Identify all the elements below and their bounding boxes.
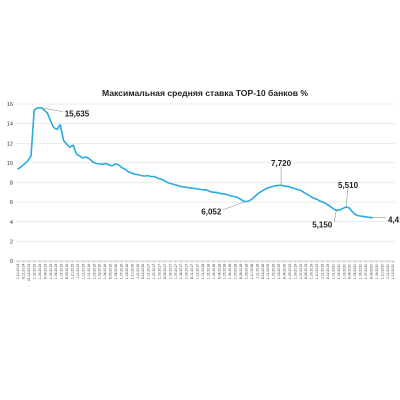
x-tick-label: 1.09.2020: [375, 264, 379, 279]
annotation-leader: [223, 201, 246, 210]
x-tick-label: 1.10.2018: [250, 264, 254, 279]
x-tick-label: 1.09.2016: [125, 264, 129, 279]
y-tick-label: 10: [7, 161, 13, 167]
x-tick-label: 1.07.2016: [119, 264, 123, 279]
y-tick-label: 2: [10, 239, 13, 245]
x-tick-label: 8.12.2019: [326, 264, 330, 279]
x-tick-label: 1.08.2017: [179, 264, 183, 279]
x-tick-label: 1.11.2020: [386, 264, 390, 279]
x-tick-label: 1.03.2015: [38, 264, 42, 279]
x-tick-label: 8.09.2015: [65, 264, 69, 279]
annotation-label: 5,510: [338, 181, 359, 190]
x-tick-label: 1.06.2016: [114, 264, 118, 279]
x-tick-label: 1.05.2020: [353, 264, 357, 279]
x-tick-label: 8.11.2014: [22, 264, 26, 279]
x-tick-label: 1.12.2020: [391, 264, 395, 279]
x-tick-label: 1.11.2018: [255, 264, 259, 279]
x-tick-label: 1.03.2018: [212, 264, 216, 279]
x-tick-label: 8.04.2018: [217, 264, 221, 279]
annotation-label: 5,150: [312, 220, 333, 229]
x-tick-label: 1.10.2015: [71, 264, 75, 279]
x-tick-label: 8.08.2019: [304, 264, 308, 279]
annotation-leader: [40, 107, 63, 112]
annotation-label: 4,410: [388, 216, 400, 225]
y-tick-label: 6: [10, 200, 13, 206]
x-tick-label: 8.04.2019: [283, 264, 287, 279]
y-tick-label: 4: [10, 220, 13, 226]
x-tick-label: 1.07.2018: [234, 264, 238, 279]
series-line-layer: [17, 106, 373, 219]
x-tick-label: 1.05.2018: [223, 264, 227, 279]
annotation-label: 15,635: [65, 110, 90, 119]
x-tick-label: 8.12.2016: [141, 264, 145, 279]
annotation-label: 7,720: [271, 159, 292, 168]
x-tick-label: 1.09.2019: [310, 264, 314, 279]
x-tick-label: 1.10.2019: [315, 264, 319, 279]
x-tick-label: 1.07.2017: [174, 264, 178, 279]
x-tick-label: 1.11.2019: [321, 264, 325, 279]
x-tick-label: 1.02.2020: [337, 264, 341, 279]
x-tick-label: 1.11.2016: [136, 264, 140, 279]
x-tick-label: 1.07.2020: [364, 264, 368, 279]
x-tick-label: 8.08.2020: [369, 264, 373, 279]
x-tick-label: 1.12.2017: [196, 264, 200, 279]
x-tick-label: 1.05.2019: [288, 264, 292, 279]
series-line: [17, 106, 373, 219]
x-tick-label: 1.06.2017: [168, 264, 172, 279]
grid: [16, 103, 395, 262]
x-tick-label: 1.02.2017: [152, 264, 156, 279]
x-tick-label: 1.05.2015: [49, 264, 53, 279]
x-tick-label: 1.01.2016: [87, 264, 91, 279]
x-tick-label: 1.10.2020: [380, 264, 384, 279]
x-tick-label: 1.03.2020: [342, 264, 346, 279]
chart-title: Максимальная средняя ставка ТОР-10 банко…: [102, 88, 308, 98]
y-tick-label: 8: [10, 181, 13, 187]
x-tick-label: 1.01.2017: [147, 264, 151, 279]
x-tick-label: 8.05.2017: [163, 264, 167, 279]
x-tick-label: 1.01.2018: [201, 264, 205, 279]
x-tick-label: 1.10.2014: [16, 264, 20, 279]
y-tick-label: 12: [7, 141, 13, 147]
x-tick-label: 1.01.2019: [266, 264, 270, 279]
axes: 0 2 4 6 8 10 12 14 16 1.10.2014 8.11.2014 21.12.201…: [7, 102, 395, 281]
annotation-leader: [334, 210, 337, 223]
x-tick-label: 1.06.2015: [54, 264, 58, 279]
x-tick-label: 1.02.2018: [206, 264, 210, 279]
x-tick-label: 1.12.2015: [81, 264, 85, 279]
annotations: 15,635 6,052 7,720 5,150 5,510 4,410: [40, 107, 400, 229]
x-tick-label: 8.05.2016: [109, 264, 113, 279]
x-tick-label: 1.10.2016: [130, 264, 134, 279]
annotation-label: 6,052: [201, 208, 222, 217]
x-tick-label: 21.12.2014: [27, 264, 31, 281]
x-tick-label: 1.02.2015: [33, 264, 37, 279]
x-tick-label: 1.11.2015: [76, 264, 80, 279]
x-tick-label: 1.01.2020: [331, 264, 335, 279]
x-tick-label: 1.06.2019: [293, 264, 297, 279]
x-tick-label: 8.11.2017: [190, 264, 194, 279]
x-tick-label: 1.07.2019: [299, 264, 303, 279]
x-tick-label: 1.07.2015: [60, 264, 64, 279]
x-tick-label: 8.04.2020: [348, 264, 352, 279]
x-tick-label: 1.03.2019: [277, 264, 281, 279]
x-tick-label: 8.12.2018: [261, 264, 265, 279]
y-tick-label: 14: [7, 122, 13, 128]
y-tick-label: 0: [10, 259, 13, 265]
y-tick-label: 16: [7, 102, 13, 108]
x-tick-label: 1.06.2018: [228, 264, 232, 279]
x-tick-label: 1.03.2016: [98, 264, 102, 279]
annotation-leader: [345, 187, 349, 207]
x-tick-label: 1.04.2016: [103, 264, 107, 279]
x-tick-label: 1.02.2016: [92, 264, 96, 279]
x-tick-label: 8.04.2015: [43, 264, 47, 279]
x-tick-label: 8.08.2018: [239, 264, 243, 279]
x-tick-label: 1.02.2019: [272, 264, 276, 279]
x-tick-label: 1.09.2017: [185, 264, 189, 279]
x-tick-label: 1.03.2017: [158, 264, 162, 279]
x-tick-label: 1.09.2018: [244, 264, 248, 279]
x-tick-label: 1.06.2020: [359, 264, 363, 279]
